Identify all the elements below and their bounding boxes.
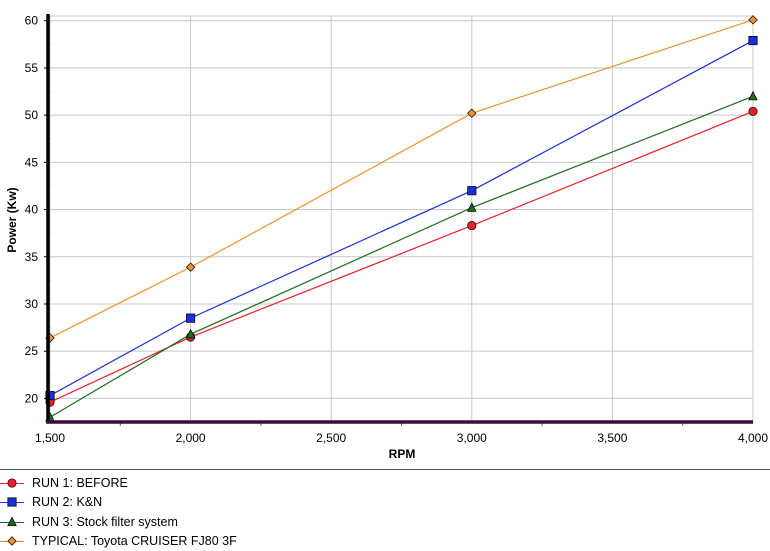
legend-swatch — [0, 496, 24, 508]
x-tick-label: 3,000 — [457, 431, 487, 445]
legend-item: RUN 2: K&N — [0, 493, 770, 513]
data-point — [7, 497, 17, 507]
chart-legend: RUN 1: BEFORE RUN 2: K&N RUN 3: Stock filt… — [0, 469, 770, 551]
data-point — [185, 262, 196, 272]
series-line — [49, 19, 754, 339]
data-point — [748, 90, 758, 101]
data-point — [748, 15, 758, 25]
data-point — [7, 536, 17, 546]
series-4 — [45, 15, 758, 343]
y-tick-label: 30 — [25, 297, 39, 311]
y-tick-label: 45 — [25, 155, 39, 169]
legend-swatch — [0, 535, 24, 547]
series-line — [49, 110, 754, 403]
chart-tick-labels: 1,500 2,000 2,500 3,000 3,500 4,000 20 25 30 35 40… — [25, 14, 769, 445]
series-2 — [45, 35, 758, 401]
data-point — [186, 313, 196, 323]
legend-marker-icon — [7, 516, 17, 526]
y-tick-label: 35 — [25, 250, 39, 264]
chart-axes — [44, 14, 753, 426]
legend-label: RUN 3: Stock filter system — [32, 514, 178, 529]
data-point — [467, 186, 477, 196]
legend-label: TYPICAL: Toyota CRUISER FJ80 3F — [32, 534, 237, 549]
x-tick-label: 1,500 — [35, 431, 65, 445]
legend-marker-icon — [7, 536, 17, 546]
data-point — [748, 106, 758, 116]
chart-grid — [49, 15, 754, 422]
legend-item: RUN 3: Stock filter system — [0, 512, 770, 532]
data-point — [467, 202, 477, 212]
legend-swatch — [0, 477, 24, 489]
x-tick-label: 3,500 — [597, 431, 627, 445]
legend-item: RUN 1: BEFORE — [0, 473, 770, 493]
y-tick-label: 50 — [25, 108, 39, 122]
legend-swatch — [0, 516, 24, 528]
x-axis-title: RPM — [389, 447, 416, 461]
y-tick-label: 25 — [25, 344, 39, 358]
x-tick-label: 2,500 — [316, 431, 346, 445]
legend-marker-icon — [7, 497, 17, 507]
power-chart: 1,500 2,000 2,500 3,000 3,500 4,000 20 25 30 35 40… — [5, 14, 769, 461]
legend-marker-icon — [7, 478, 17, 488]
legend-item: TYPICAL: Toyota CRUISER FJ80 3F — [0, 532, 770, 551]
legend-label: RUN 1: BEFORE — [32, 475, 128, 490]
data-point — [467, 221, 477, 231]
legend-label: RUN 2: K&N — [32, 495, 103, 510]
x-tick-label: 2,000 — [176, 431, 206, 445]
y-tick-label: 60 — [25, 14, 39, 28]
data-point — [7, 516, 17, 526]
data-point — [185, 328, 196, 339]
data-point — [748, 35, 758, 46]
series-line — [49, 40, 754, 397]
y-tick-label: 55 — [25, 61, 39, 75]
data-point — [7, 478, 17, 488]
series-line — [49, 95, 754, 418]
chart-series — [45, 15, 758, 422]
data-point — [467, 108, 477, 118]
y-tick-label: 40 — [25, 203, 39, 217]
y-tick-label: 20 — [25, 391, 39, 405]
series-3 — [45, 90, 758, 422]
x-tick-label: 4,000 — [738, 431, 768, 445]
y-axis-title: Power (Kw) — [5, 187, 19, 252]
data-point — [45, 391, 55, 401]
